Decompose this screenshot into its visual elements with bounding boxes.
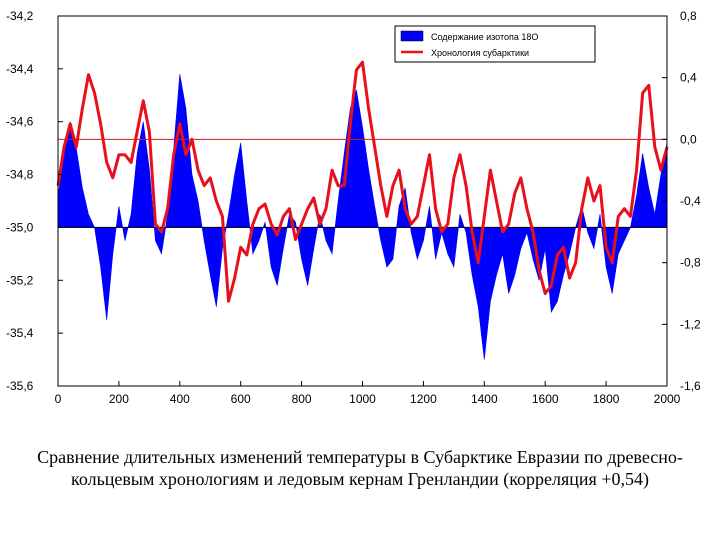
legend-box — [394, 25, 596, 63]
y-left-tick-label: -34,4 — [6, 62, 34, 76]
y-right-tick-label: 0,0 — [680, 132, 697, 146]
y-right-tick-label: -1,6 — [680, 379, 701, 393]
x-tick-label: 800 — [292, 392, 312, 406]
x-tick-label: 200 — [109, 392, 129, 406]
x-tick-label: 400 — [170, 392, 190, 406]
x-tick-label: 600 — [231, 392, 251, 406]
x-tick-label: 0 — [55, 392, 62, 406]
x-tick-label: 1600 — [532, 392, 559, 406]
x-tick-label: 1200 — [410, 392, 437, 406]
legend: Содержание изотопа 18О Хронология субарк… — [394, 25, 596, 63]
x-tick-label: 1800 — [593, 392, 620, 406]
chronology-line — [56, 60, 669, 303]
y-left-tick-label: -34,8 — [6, 168, 34, 182]
axes: 0 200 400 600 800 1000 1200 1400 1600 1800 2000 -34… — [6, 9, 701, 406]
legend-chronology-label: Хронология субарктики — [431, 48, 529, 58]
y-right-tick-label: -0,8 — [680, 256, 701, 270]
y-left-tick-label: -35,4 — [6, 326, 34, 340]
x-tick-label: 2000 — [654, 392, 681, 406]
y-right-tick-label: 0,8 — [680, 9, 697, 23]
y-left-tick-label: -34,2 — [6, 9, 34, 23]
x-tick-label: 1400 — [471, 392, 498, 406]
y-left-tick-label: -35,6 — [6, 379, 34, 393]
y-left-tick-label: -35,0 — [6, 220, 34, 234]
isotope-area — [57, 74, 668, 360]
x-tick-label: 1000 — [349, 392, 376, 406]
y-right-tick-label: -0,4 — [680, 194, 701, 208]
legend-isotope-label: Содержание изотопа 18О — [431, 32, 538, 42]
legend-isotope-swatch — [400, 30, 424, 42]
chart: 0 200 400 600 800 1000 1200 1400 1600 1800 2000 -34… — [6, 9, 701, 406]
plot-area — [56, 60, 669, 360]
y-left-tick-label: -34,6 — [6, 115, 34, 129]
y-right-tick-label: 0,4 — [680, 71, 697, 85]
chart-caption: Сравнение длительных изменений температу… — [37, 447, 683, 489]
y-right-tick-label: -1,2 — [680, 317, 701, 331]
y-left-tick-label: -35,2 — [6, 273, 34, 287]
